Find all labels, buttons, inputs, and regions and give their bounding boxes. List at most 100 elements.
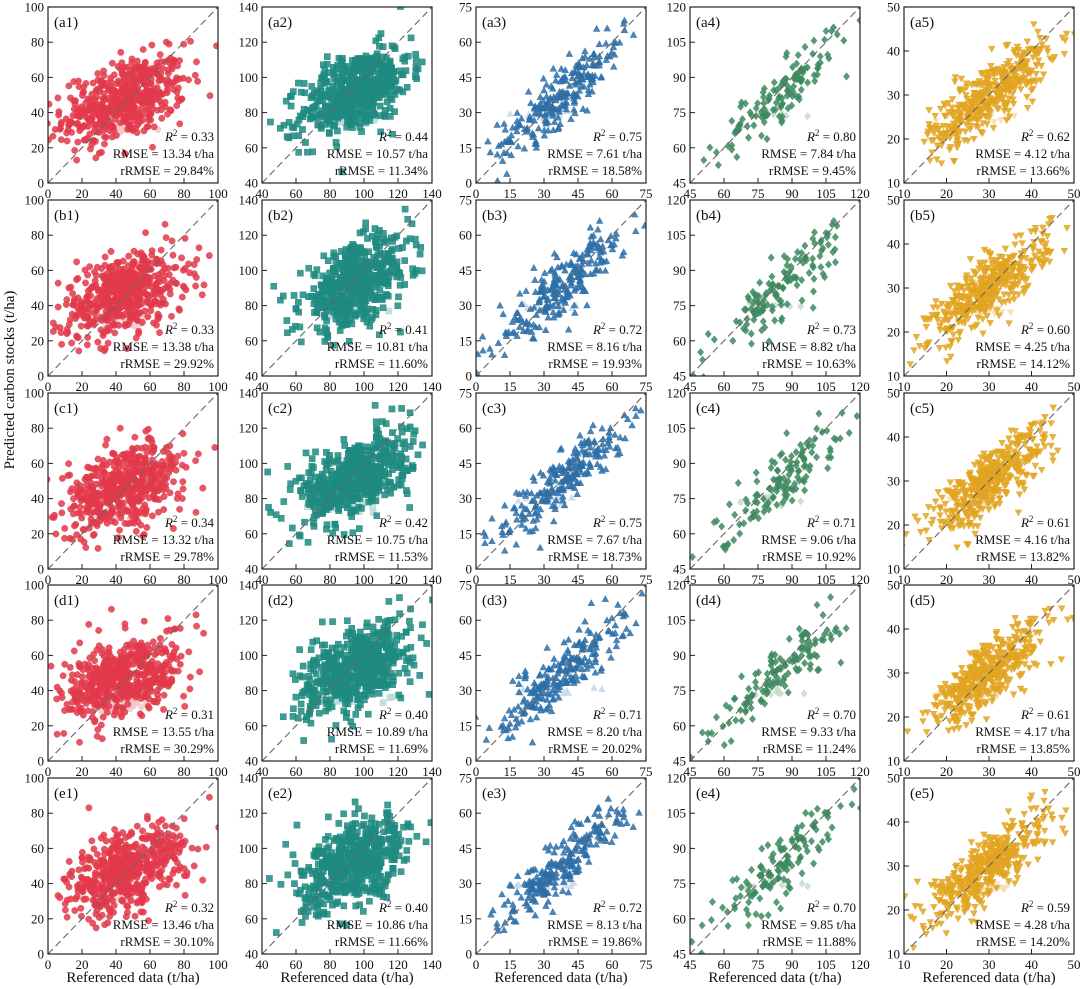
panel-frame bbox=[261, 199, 433, 377]
data-point bbox=[74, 274, 82, 282]
data-point bbox=[376, 102, 384, 110]
data-point bbox=[69, 510, 77, 518]
data-point bbox=[178, 95, 186, 103]
data-point bbox=[1015, 277, 1024, 285]
data-point bbox=[956, 128, 965, 136]
data-point bbox=[313, 309, 321, 317]
data-point bbox=[376, 286, 384, 294]
data-point bbox=[544, 313, 552, 321]
data-point bbox=[561, 298, 570, 306]
data-point bbox=[100, 67, 107, 75]
data-point bbox=[407, 34, 415, 42]
data-point bbox=[783, 261, 791, 270]
data-point bbox=[1060, 247, 1069, 255]
x-tick-label: 15 bbox=[504, 186, 517, 201]
data-point bbox=[594, 225, 602, 233]
data-point bbox=[155, 312, 163, 320]
data-point bbox=[603, 24, 611, 32]
data-point bbox=[51, 126, 59, 133]
data-point bbox=[559, 306, 568, 313]
data-point bbox=[769, 105, 777, 114]
data-point bbox=[575, 280, 583, 288]
data-point bbox=[973, 289, 982, 297]
data-point bbox=[619, 19, 628, 27]
y-tick-label: 40 bbox=[31, 298, 44, 313]
data-point bbox=[165, 40, 173, 48]
data-point bbox=[1042, 35, 1050, 43]
data-point bbox=[348, 101, 356, 109]
data-point bbox=[742, 305, 750, 314]
data-point bbox=[139, 46, 147, 53]
data-point bbox=[831, 232, 839, 242]
data-point bbox=[939, 123, 948, 130]
data-point bbox=[514, 142, 522, 150]
data-point bbox=[756, 278, 764, 287]
data-point bbox=[977, 70, 986, 78]
data-point bbox=[747, 329, 755, 338]
one-to-one-line bbox=[689, 199, 861, 377]
data-point bbox=[158, 480, 166, 487]
data-point bbox=[777, 316, 785, 325]
data-point bbox=[1007, 82, 1015, 89]
y-tick-label: 100 bbox=[25, 386, 45, 401]
x-tick-label: 75 bbox=[640, 379, 653, 394]
data-point bbox=[97, 313, 104, 321]
data-point bbox=[403, 237, 410, 245]
data-point bbox=[144, 258, 152, 265]
data-point bbox=[1060, 51, 1069, 58]
data-point bbox=[968, 290, 977, 298]
data-point bbox=[819, 244, 827, 253]
data-point bbox=[940, 100, 948, 108]
data-point bbox=[345, 337, 353, 345]
data-point bbox=[1029, 264, 1038, 272]
data-point bbox=[100, 80, 108, 88]
data-point bbox=[87, 301, 95, 309]
data-point bbox=[148, 98, 156, 106]
data-point bbox=[1001, 81, 1009, 89]
data-point bbox=[329, 341, 337, 349]
data-point bbox=[318, 291, 326, 298]
data-point bbox=[397, 7, 404, 10]
data-point bbox=[1023, 67, 1032, 74]
data-point bbox=[310, 285, 318, 292]
data-point bbox=[434, 57, 440, 63]
data-point bbox=[1014, 291, 1023, 299]
x-tick-label: 120 bbox=[388, 186, 408, 201]
data-point bbox=[156, 469, 164, 477]
data-point bbox=[384, 279, 392, 286]
data-point bbox=[1000, 272, 1009, 280]
data-point bbox=[926, 315, 935, 323]
rmse-stat: RMSE = 13.38 t/ha bbox=[113, 339, 214, 354]
data-point bbox=[135, 301, 143, 309]
data-point bbox=[998, 67, 1007, 75]
data-point bbox=[124, 471, 132, 478]
data-point bbox=[732, 317, 740, 326]
rrmse-stat: rRMSE = 14.12% bbox=[976, 356, 1070, 371]
data-point bbox=[1000, 107, 1009, 115]
x-tick-label: 20 bbox=[940, 186, 953, 201]
data-point bbox=[1026, 47, 1034, 54]
data-point bbox=[522, 287, 530, 294]
x-tick-label: 40 bbox=[110, 186, 123, 201]
data-point bbox=[541, 269, 549, 276]
data-point bbox=[538, 287, 547, 295]
data-point bbox=[84, 488, 92, 496]
x-tick-label: 75 bbox=[640, 186, 653, 201]
data-point bbox=[555, 123, 563, 131]
data-point bbox=[1005, 320, 1013, 328]
data-point bbox=[964, 105, 972, 113]
data-point bbox=[83, 341, 91, 349]
data-point bbox=[983, 121, 991, 128]
data-point bbox=[513, 108, 521, 116]
data-point bbox=[133, 129, 141, 136]
one-to-one-line bbox=[689, 6, 861, 184]
data-point bbox=[366, 55, 373, 63]
data-point bbox=[935, 345, 944, 352]
data-point bbox=[574, 67, 583, 75]
data-point bbox=[1036, 77, 1045, 85]
data-point bbox=[797, 85, 805, 94]
data-point bbox=[601, 266, 610, 274]
data-point bbox=[523, 327, 531, 335]
data-point bbox=[973, 95, 982, 103]
data-point bbox=[1039, 260, 1047, 267]
